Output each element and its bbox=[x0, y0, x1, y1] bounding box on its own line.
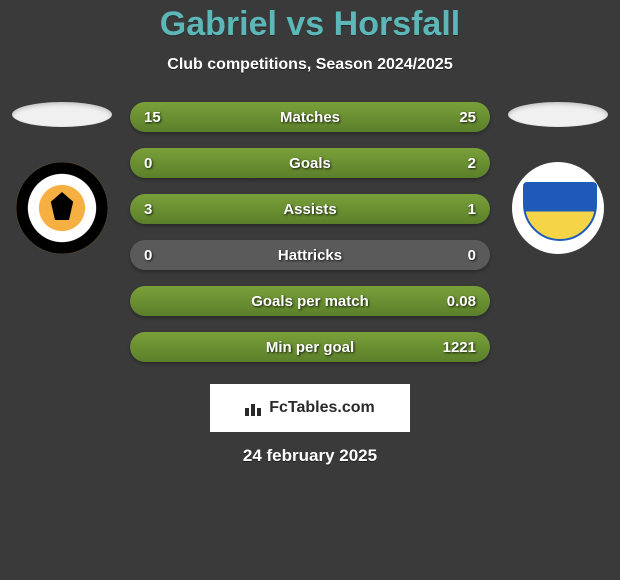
left-player-column bbox=[12, 102, 112, 254]
player-photo-placeholder-left bbox=[12, 102, 112, 127]
club-logo-left bbox=[16, 162, 108, 254]
main-content: 15 Matches 25 0 Goals 2 3 Assists 1 0 Hattricks 0 Go… bbox=[0, 102, 620, 362]
stat-label: Hattricks bbox=[278, 247, 342, 264]
bar-text-row: 0 Goals 2 bbox=[130, 155, 490, 172]
bar-text-row: 0 Hattricks 0 bbox=[130, 247, 490, 264]
stat-left-value: 3 bbox=[144, 201, 152, 218]
club-logo-right bbox=[512, 162, 604, 254]
stat-bar-hattricks: 0 Hattricks 0 bbox=[130, 240, 490, 270]
page-title: Gabriel vs Horsfall bbox=[160, 5, 460, 44]
bar-text-row: 3 Assists 1 bbox=[130, 201, 490, 218]
chart-icon bbox=[245, 400, 263, 416]
stat-label: Goals bbox=[289, 155, 331, 172]
stat-right-value: 0 bbox=[468, 247, 476, 264]
bar-text-row: Min per goal 1221 bbox=[130, 339, 490, 356]
stat-left-value: 0 bbox=[144, 247, 152, 264]
bar-text-row: 15 Matches 25 bbox=[130, 109, 490, 126]
stat-right-value: 1221 bbox=[443, 339, 476, 356]
site-badge[interactable]: FcTables.com bbox=[210, 384, 410, 432]
stat-left-value: 0 bbox=[144, 155, 152, 172]
stat-right-value: 2 bbox=[468, 155, 476, 172]
stat-label: Min per goal bbox=[266, 339, 354, 356]
stat-label: Matches bbox=[280, 109, 340, 126]
footer-date: 24 february 2025 bbox=[243, 446, 377, 466]
site-name: FcTables.com bbox=[269, 399, 375, 417]
page-subtitle: Club competitions, Season 2024/2025 bbox=[167, 56, 452, 74]
bar-text-row: Goals per match 0.08 bbox=[130, 293, 490, 310]
stat-left-value: 15 bbox=[144, 109, 161, 126]
stat-right-value: 0.08 bbox=[447, 293, 476, 310]
stat-right-value: 25 bbox=[459, 109, 476, 126]
stat-bar-assists: 3 Assists 1 bbox=[130, 194, 490, 224]
stat-bar-goals: 0 Goals 2 bbox=[130, 148, 490, 178]
stat-label: Assists bbox=[283, 201, 336, 218]
stat-bar-goals-per-match: Goals per match 0.08 bbox=[130, 286, 490, 316]
stat-label: Goals per match bbox=[251, 293, 369, 310]
stat-right-value: 1 bbox=[468, 201, 476, 218]
player-photo-placeholder-right bbox=[508, 102, 608, 127]
stats-bars: 15 Matches 25 0 Goals 2 3 Assists 1 0 Hattricks 0 Go… bbox=[130, 102, 490, 362]
stat-bar-min-per-goal: Min per goal 1221 bbox=[130, 332, 490, 362]
stat-bar-matches: 15 Matches 25 bbox=[130, 102, 490, 132]
right-player-column bbox=[508, 102, 608, 254]
